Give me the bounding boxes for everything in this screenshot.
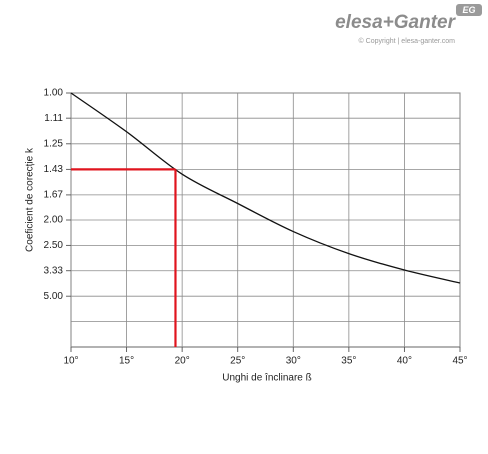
x-tick-label: 40° [397,356,412,367]
y-tick-label: 5.00 [44,291,64,302]
y-tick-label: 3.33 [44,265,64,276]
logo-badge-bg [456,4,482,16]
y-tick-label: 1.43 [44,164,64,175]
x-tick-label: 30° [286,356,301,367]
logo-copyright: © Copyright | elesa-ganter.com [359,37,456,45]
y-tick-label: 1.25 [44,138,64,149]
y-tick-label: 1.00 [44,88,64,99]
x-tick-label: 35° [341,356,356,367]
x-tick-label: 45° [452,356,467,367]
y-axis-label: Coeficient de corecție k [25,147,36,252]
x-axis-label: Unghi de înclinare ß [222,373,312,384]
y-tick-label: 2.00 [44,215,64,226]
x-tick-label: 10° [63,356,78,367]
y-tick-label: 1.11 [44,113,63,124]
x-tick-label: 25° [230,356,245,367]
y-tick-label: 2.50 [44,240,64,251]
y-tick-label: 1.67 [44,190,64,201]
x-tick-label: 15° [119,356,134,367]
logo-name: elesa+Ganter [335,12,456,33]
curve [70,92,461,284]
x-tick-label: 20° [175,356,190,367]
logo-badge: EG [462,5,475,15]
